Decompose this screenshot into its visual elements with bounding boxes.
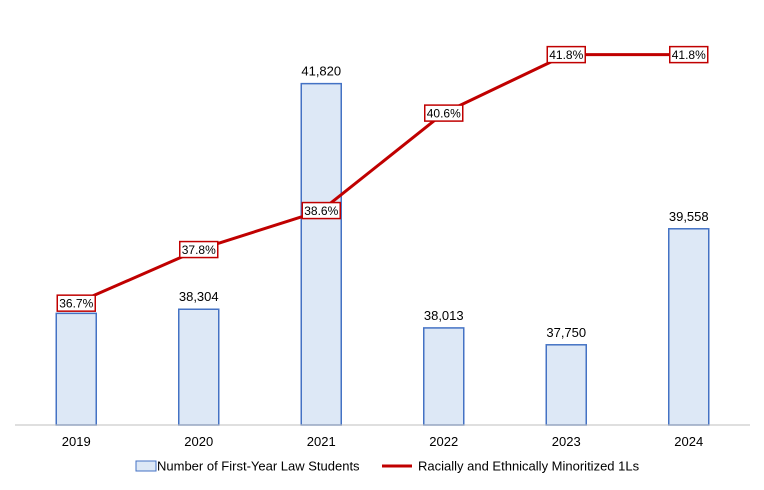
minoritized-share-line (75, 53, 689, 305)
line-point-label-text: 41.8% (672, 48, 706, 62)
line-point-label-box (424, 104, 464, 122)
line-point-label-text: 36.7% (59, 297, 93, 311)
line-point-label-text: 37.8% (182, 243, 216, 257)
line-point-label-2021: 38.6% (301, 201, 341, 220)
bar-2019 (55, 312, 97, 426)
legend-line-label: Racially and Ethnically Minoritized 1Ls (418, 459, 640, 474)
line-point-label-box (56, 294, 96, 312)
line-layer (75, 53, 689, 305)
bar-value-label-2024: 39,558 (669, 209, 709, 224)
legend-bar-swatch (135, 460, 157, 472)
legend: Number of First-Year Law Students Racial… (135, 459, 640, 474)
bar-2023 (545, 344, 587, 426)
x-tick-label-2021: 2021 (307, 434, 336, 449)
bar-2022 (423, 327, 465, 426)
line-point-label-2019: 36.7% (56, 294, 96, 312)
legend-bar-label: Number of First-Year Law Students (157, 459, 360, 474)
legend-item-bars: Number of First-Year Law Students (135, 459, 360, 474)
legend-item-line: Racially and Ethnically Minoritized 1Ls (382, 459, 640, 474)
line-point-label-2024: 41.8% (669, 45, 709, 64)
bar-value-label-2022: 38,013 (424, 308, 464, 323)
line-point-label-box (669, 45, 709, 64)
bar-value-label-2021: 41,820 (301, 64, 341, 79)
line-point-label-2022: 40.6% (424, 104, 464, 122)
bars-layer (55, 82, 710, 426)
line-point-label-box (179, 240, 219, 259)
bar-2024 (668, 228, 710, 426)
line-point-label-text: 38.6% (304, 204, 338, 218)
line-point-label-2020: 37.8% (179, 240, 219, 259)
x-tick-label-2022: 2022 (429, 434, 458, 449)
x-tick-labels: 2019 2020 2021 2022 2023 2024 (62, 434, 703, 449)
line-point-label-text: 40.6% (427, 107, 461, 121)
bar-value-label-2020: 38,304 (179, 289, 219, 304)
line-data-labels: 36.7% 37.8% 38.6% 40.6% 41.8% 41.8% (56, 45, 709, 312)
line-point-label-box (546, 45, 586, 64)
bar-2020 (178, 308, 220, 426)
line-point-label-2023: 41.8% (546, 45, 586, 64)
bar-2021 (300, 82, 342, 426)
x-tick-label-2019: 2019 (62, 434, 91, 449)
line-point-label-text: 41.8% (549, 48, 583, 62)
x-tick-label-2024: 2024 (674, 434, 703, 449)
bar-value-label-2023: 37,750 (546, 325, 586, 340)
x-tick-label-2023: 2023 (552, 434, 581, 449)
x-tick-label-2020: 2020 (184, 434, 213, 449)
line-point-label-box (301, 201, 341, 220)
